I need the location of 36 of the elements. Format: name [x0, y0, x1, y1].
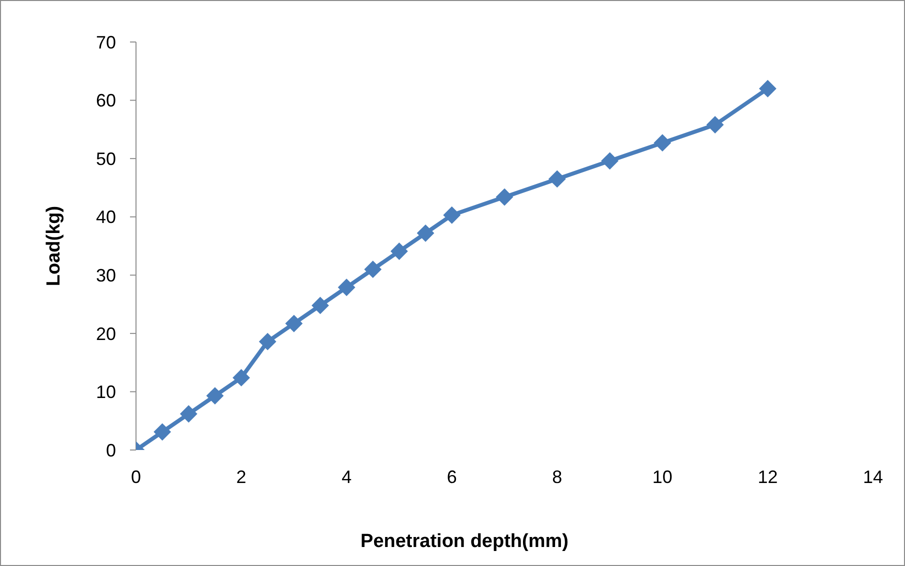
y-tick-label: 30 [96, 266, 116, 286]
y-tick-label: 0 [106, 440, 116, 460]
x-tick-label: 0 [130, 466, 142, 487]
point [417, 224, 434, 242]
point [180, 405, 198, 422]
x-tick-label: 12 [758, 466, 778, 487]
y-tick-label: 60 [96, 90, 116, 111]
point [654, 134, 671, 152]
y-tick-label: 40 [96, 207, 116, 228]
point [390, 242, 408, 260]
point [496, 188, 513, 206]
point [312, 296, 329, 314]
x-tick-label: 10 [652, 466, 672, 487]
point [706, 116, 724, 134]
x-tick-label: 2 [236, 466, 246, 487]
point [232, 369, 250, 386]
x-axis-title: Penetration depth(mm) [360, 531, 568, 552]
point [206, 387, 224, 404]
x-tick-label: 14 [862, 466, 884, 487]
point [548, 170, 566, 188]
x-tick-label: 4 [342, 466, 352, 487]
x-tick-label: 8 [552, 466, 562, 487]
point [443, 206, 460, 224]
y-tick-label: 20 [96, 324, 116, 344]
point [364, 260, 382, 278]
y-tick-label: 50 [96, 148, 116, 169]
point [338, 278, 356, 296]
point [259, 333, 276, 350]
point [601, 152, 618, 170]
point [285, 315, 302, 332]
point [154, 423, 171, 440]
y-tick-label: 10 [96, 382, 116, 402]
point [759, 80, 776, 98]
y-axis-title: Load(kg) [44, 206, 65, 286]
y-tick-label: 70 [96, 32, 116, 52]
x-tick-label: 6 [446, 466, 457, 487]
